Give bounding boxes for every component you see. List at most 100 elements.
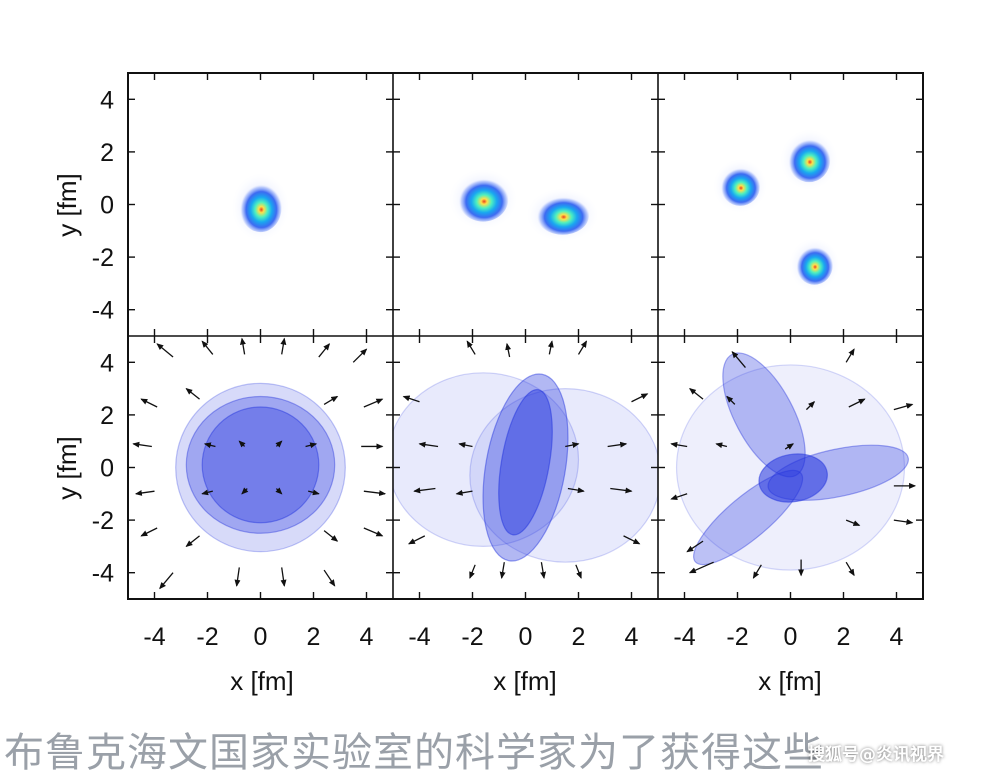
- flow-arrow: [623, 535, 641, 545]
- medium-region: [175, 382, 346, 553]
- x-tick-label: 2: [572, 623, 586, 651]
- flow-arrow: [352, 348, 368, 363]
- hotspot: [239, 182, 282, 233]
- flow-arrow: [323, 530, 339, 542]
- x-tick-label: 0: [254, 623, 268, 651]
- flow-arrow: [567, 487, 585, 494]
- x-tick-label: 2: [837, 623, 851, 651]
- medium-region: [185, 395, 336, 534]
- medium-region: [482, 373, 569, 562]
- flow-arrow: [402, 395, 420, 403]
- flow-arrow: [185, 535, 200, 548]
- flow-arrow: [140, 527, 158, 537]
- flow-arrow: [238, 440, 246, 448]
- flow-arrow: [505, 342, 512, 358]
- medium-region: [469, 388, 658, 563]
- flow-arrow: [469, 564, 476, 579]
- flow-arrow: [893, 403, 914, 411]
- flow-arrow: [731, 351, 746, 368]
- ticks: [128, 73, 923, 599]
- flow-arrow: [607, 441, 628, 448]
- flow-arrow: [848, 398, 866, 408]
- flow-arrow: [280, 567, 287, 587]
- panel-1-1: [128, 73, 393, 336]
- x-tick-label: 0: [784, 623, 798, 651]
- hotspot: [457, 176, 509, 222]
- flow-arrow: [234, 567, 241, 587]
- x-tick-label: -2: [461, 623, 483, 651]
- flow-arrow: [689, 387, 704, 400]
- flow-arrow: [241, 487, 249, 495]
- flow-arrow: [156, 343, 174, 358]
- flow-arrow: [575, 564, 582, 579]
- flow-arrow: [631, 393, 649, 403]
- medium-region: [393, 372, 580, 547]
- y-tick-label: 0: [100, 455, 114, 483]
- flow-arrow: [726, 395, 736, 405]
- y-tick-label: 0: [100, 192, 114, 220]
- flow-arrow: [185, 387, 200, 400]
- flow-arrow: [201, 489, 213, 496]
- watermark: 搜狐号@炎讯视界: [808, 745, 944, 765]
- flow-arrow: [363, 527, 384, 537]
- medium-region: [498, 389, 553, 536]
- panel-2-3: [658, 336, 923, 599]
- flow-arrow: [458, 442, 473, 448]
- flow-arrow: [845, 348, 855, 363]
- flow-arrow: [540, 562, 547, 579]
- panel-2-2: [393, 336, 658, 599]
- tick-labels: 4 2 0 -2 -4 4 2 0 -2 -4 -4 -2 0 2 4 -4 -2 0 2 4 -4 -2 0 2 4: [92, 86, 904, 651]
- flow-arrow: [132, 441, 152, 448]
- flow-arrow: [203, 442, 216, 449]
- x-tick-label: -2: [726, 623, 748, 651]
- flow-arrow: [201, 340, 214, 355]
- flow-arrow: [323, 569, 336, 587]
- flow-arrow: [413, 487, 436, 494]
- hotspot: [795, 245, 833, 285]
- flow-arrow: [893, 518, 914, 525]
- flow-arrow: [308, 489, 320, 496]
- flow-arrow: [239, 337, 246, 355]
- flow-arrow: [845, 519, 861, 526]
- flow-arrow: [280, 337, 287, 355]
- flow-arrow: [455, 489, 473, 496]
- flow-arrow: [715, 442, 728, 449]
- flow-arrow: [318, 343, 331, 358]
- x-axis-title-col1: x [fm]: [230, 666, 294, 696]
- flow-arrow: [275, 440, 283, 448]
- flow-arrow: [610, 487, 633, 494]
- flow-arrow: [670, 493, 688, 501]
- y-axis-title-top: y [fm]: [52, 173, 82, 237]
- x-tick-label: -4: [143, 623, 165, 651]
- y-tick-label: 4: [100, 349, 114, 377]
- flow-arrow: [784, 443, 794, 450]
- flow-arrow: [752, 564, 762, 579]
- flow-arrow: [688, 561, 714, 574]
- caption-text: 布鲁克海文国家实验室的科学家为了获得这些: [4, 730, 824, 775]
- panel-2-1: [128, 336, 393, 599]
- x-tick-label: -4: [673, 623, 695, 651]
- flow-arrow: [363, 398, 384, 408]
- flow-arrow: [466, 340, 476, 355]
- flow-arrow: [323, 395, 339, 405]
- flow-arrow: [805, 401, 816, 411]
- panel-background: [658, 73, 923, 336]
- flow-arrow: [408, 535, 426, 545]
- x-tick-label: 4: [890, 623, 904, 651]
- y-tick-label: -2: [92, 244, 114, 272]
- medium-region: [758, 453, 828, 503]
- hotspot: [536, 195, 590, 235]
- flow-arrow: [686, 540, 704, 553]
- flow-arrow: [547, 340, 554, 355]
- flow-arrow: [845, 561, 855, 577]
- x-axis-title-col2: x [fm]: [493, 666, 557, 696]
- y-tick-label: 2: [100, 139, 114, 167]
- x-tick-label: -4: [408, 623, 430, 651]
- flow-arrow: [159, 572, 174, 590]
- x-tick-label: 2: [307, 623, 321, 651]
- flow-arrow: [134, 489, 155, 496]
- y-tick-label: 4: [100, 86, 114, 114]
- flow-arrow: [565, 442, 580, 448]
- y-tick-label: 2: [100, 402, 114, 430]
- flow-arrow: [275, 487, 283, 495]
